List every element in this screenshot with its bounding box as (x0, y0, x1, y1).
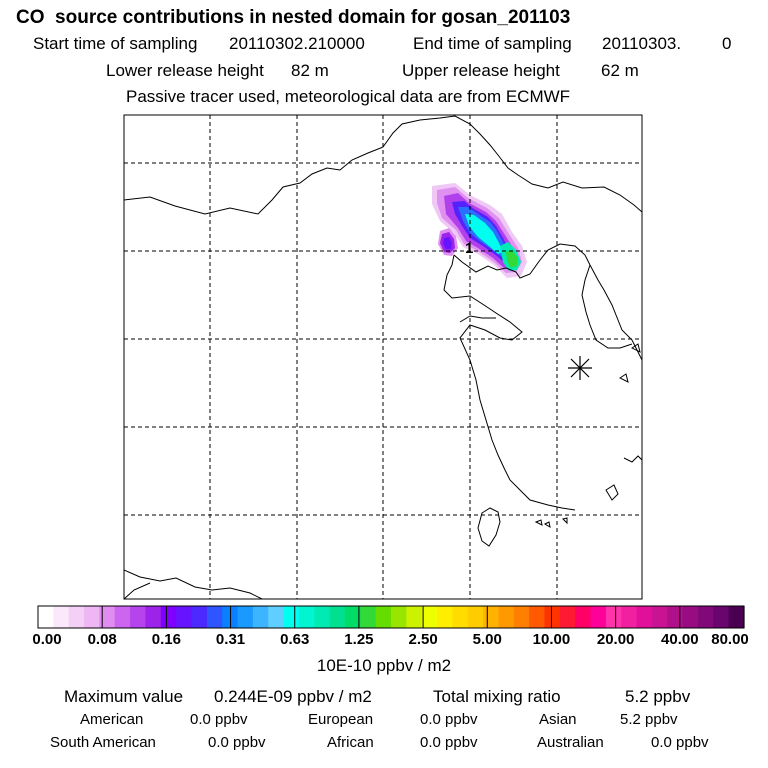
colorbar-cell (651, 606, 668, 628)
colorbar-cell (529, 606, 546, 628)
colorbar-cell (160, 606, 177, 628)
region-value: 5.2 ppbv (620, 711, 678, 728)
colorbar-tick-label: 20.00 (596, 631, 635, 648)
colorbar-cell (375, 606, 392, 628)
lower-release-label: Lower release height (106, 61, 264, 80)
tracer-note: Passive tracer used, meteorological data… (126, 87, 571, 106)
total-mixing-value: 5.2 ppbv (625, 687, 691, 706)
colorbar-tick-label: 80.00 (711, 631, 749, 648)
colorbar-cell (53, 606, 70, 628)
end-time-value: 20110303. (602, 34, 682, 53)
colorbar-cell (605, 606, 622, 628)
colorbar-cell (713, 606, 730, 628)
colorbar-tick-label: 0.16 (151, 631, 181, 648)
colorbar-cell (559, 606, 576, 628)
region-name: American (80, 711, 144, 728)
region-name: South American (50, 734, 156, 751)
colorbar-cell (206, 606, 223, 628)
colorbar-cell (544, 606, 561, 628)
region-value: 0.0 ppbv (651, 734, 709, 751)
colorbar-tick-label: 10.00 (532, 631, 571, 648)
colorbar-cell (252, 606, 269, 628)
colorbar-tick-label: 0.63 (280, 631, 310, 648)
colorbar-cell (406, 606, 423, 628)
end-time-label: End time of sampling (413, 34, 572, 53)
region-value: 0.0 ppbv (208, 734, 266, 751)
end-time-extra: 0 (722, 34, 732, 53)
colorbar-cell (314, 606, 331, 628)
colorbar-cell (268, 606, 285, 628)
max-value: 0.244E-09 ppbv / m2 (214, 687, 372, 706)
colorbar-cell (498, 606, 515, 628)
region-name: Australian (537, 734, 604, 751)
colorbar-cell (191, 606, 208, 628)
plot-title: CO source contributions in nested domain… (16, 7, 571, 28)
colorbar-cell (452, 606, 469, 628)
total-mixing-label: Total mixing ratio (433, 687, 561, 706)
colorbar-cell (344, 606, 361, 628)
contribution-plume (432, 183, 527, 278)
region-name: European (308, 711, 374, 728)
colorbar-cell (68, 606, 85, 628)
colorbar-cell (667, 606, 684, 628)
colorbar-cell (391, 606, 407, 628)
colorbar-cell (283, 606, 300, 628)
start-time-label: Start time of sampling (33, 34, 198, 53)
max-value-label: Maximum value (64, 687, 184, 706)
upper-release-label: Upper release height (402, 61, 560, 80)
colorbar-cell (38, 606, 54, 628)
colorbar-cell (329, 606, 346, 628)
colorbar-tick-label: 0.08 (87, 631, 117, 648)
colorbar-frame (37, 605, 745, 629)
colorbar-cell (513, 606, 530, 628)
lat-lon-grid (124, 115, 642, 599)
colorbar-cell (176, 606, 193, 628)
region-name: African (327, 734, 374, 751)
colorbar-cell (575, 606, 592, 628)
colorbar-cell (99, 606, 116, 628)
colorbar-cell (114, 606, 131, 628)
region-name: Asian (539, 711, 577, 728)
colorbar-cell (84, 606, 100, 628)
colorbar-cell (298, 606, 315, 628)
colorbar-tick-label: 0.31 (215, 631, 246, 648)
release-marker-label: 1 (465, 240, 473, 257)
colorbar-cell (145, 606, 162, 628)
colorbar-cell (621, 606, 638, 628)
region-value: 0.0 ppbv (420, 711, 478, 728)
colorbar-tick-label: 0.00 (32, 631, 62, 648)
colorbar-cell (130, 606, 147, 628)
colorbar-cell (483, 606, 500, 628)
colorbar-tick-label: 40.00 (661, 631, 699, 648)
lower-release-value: 82 m (291, 61, 329, 80)
colorbar-cell (728, 606, 745, 628)
colorbar-cell (437, 606, 453, 628)
colorbar-cell (467, 606, 484, 628)
region-value: 0.0 ppbv (420, 734, 478, 751)
colorbar-tick-label: 5.00 (472, 631, 502, 648)
colorbar-cell (697, 606, 714, 628)
colorbar-cell (636, 606, 653, 628)
upper-release-value: 62 m (601, 61, 639, 80)
colorbar-cell (360, 606, 377, 628)
colorbar-cell (590, 606, 607, 628)
colorbar-tick-label: 1.25 (344, 631, 374, 648)
coastlines (124, 115, 642, 599)
receptor-star-icon (568, 356, 592, 380)
colorbar-cell (682, 606, 699, 628)
colorbar-tick-label: 2.50 (408, 631, 438, 648)
start-time-value: 20110302.210000 (229, 34, 365, 53)
colorbar-cell (421, 606, 438, 628)
colorbar-cell (237, 606, 254, 628)
colorbar-units: 10E-10 ppbv / m2 (316, 656, 452, 675)
region-value: 0.0 ppbv (190, 711, 248, 728)
